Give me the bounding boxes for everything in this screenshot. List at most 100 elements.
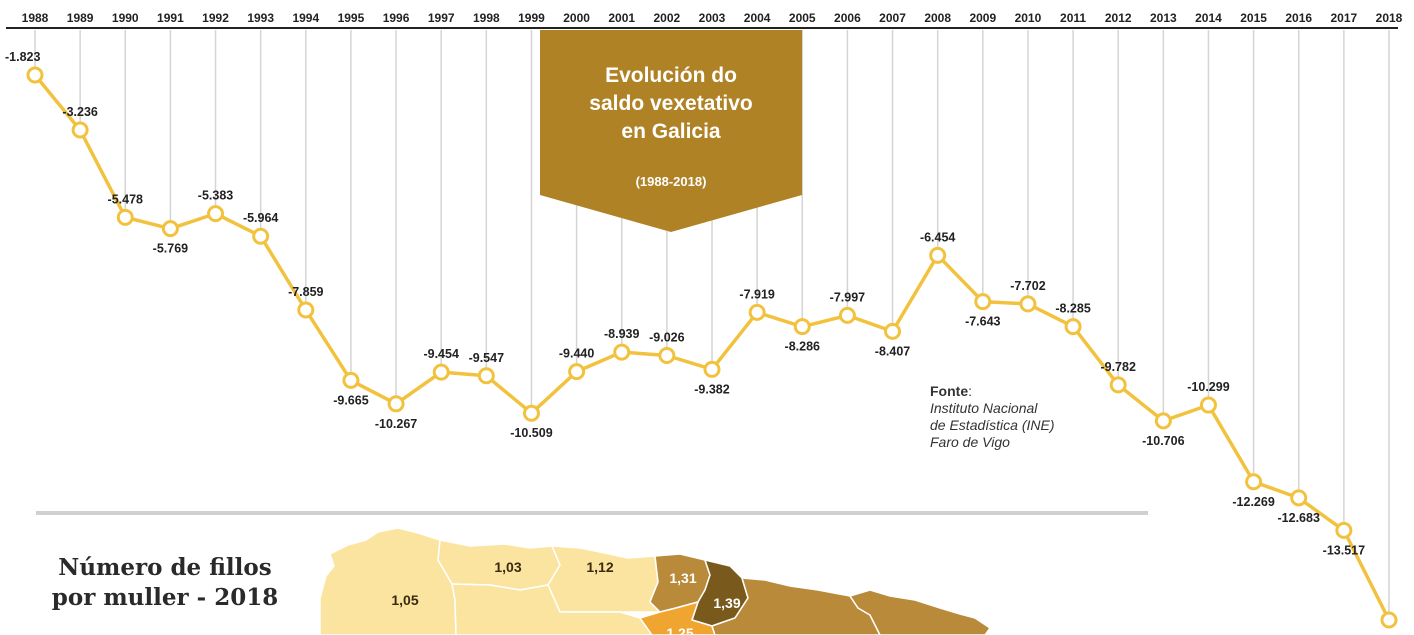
data-point-1998 <box>477 367 495 385</box>
year-label-1996: 1996 <box>383 11 410 25</box>
data-point-1994 <box>297 301 315 319</box>
data-point-2007 <box>884 322 902 340</box>
year-label-1994: 1994 <box>292 11 319 25</box>
data-labels: -1.823 -3.236 -5.478 -5.769 -5.383 -5.964 -7.8… <box>5 50 1391 635</box>
data-label-1999: -10.509 <box>510 426 552 440</box>
data-point-1996 <box>387 395 405 413</box>
map-label-6: 1,25 <box>666 625 693 635</box>
data-label-1993: -5.964 <box>243 211 278 225</box>
data-label-2010: -7.702 <box>1010 279 1045 293</box>
data-label-2012: -9.782 <box>1100 360 1135 374</box>
year-labels: 1988 1989 1990 1991 1992 1993 1994 1995 1996 1997… <box>22 11 1403 25</box>
year-label-2000: 2000 <box>563 11 590 25</box>
data-point-2014 <box>1199 396 1217 414</box>
data-point-2002 <box>658 346 676 364</box>
data-point-2018 <box>1380 611 1398 629</box>
map-label-5: 1,39 <box>713 595 740 611</box>
data-label-2016: -12.683 <box>1278 511 1320 525</box>
year-label-2016: 2016 <box>1285 11 1312 25</box>
data-label-1990: -5.478 <box>108 192 143 206</box>
map-region-7 <box>638 600 716 635</box>
source-line-3: Faro de Vigo <box>930 434 1010 450</box>
year-label-2001: 2001 <box>608 11 635 25</box>
data-point-2003 <box>703 360 721 378</box>
source-line-2: de Estadística (INE) <box>930 417 1055 433</box>
map-region-4 <box>451 583 653 635</box>
data-points <box>26 66 1398 629</box>
map-label-3: 1,12 <box>586 559 613 575</box>
chart-title-line-1: Evolución do <box>605 64 737 87</box>
source-heading: Fonte <box>930 383 969 399</box>
source-line-1: Instituto Nacional <box>930 400 1038 416</box>
data-point-1997 <box>432 363 450 381</box>
data-label-1992: -5.383 <box>198 189 233 203</box>
data-label-1997: -9.454 <box>423 347 458 361</box>
year-label-2010: 2010 <box>1015 11 1042 25</box>
data-label-2006: -7.997 <box>830 290 865 304</box>
year-label-2014: 2014 <box>1195 11 1222 25</box>
year-label-2007: 2007 <box>879 11 906 25</box>
data-point-1990 <box>116 208 134 226</box>
title-banner: Evolución do saldo vexetativo en Galicia… <box>540 30 802 232</box>
chart-title-line-3: en Galicia <box>621 120 721 143</box>
year-label-2015: 2015 <box>1240 11 1267 25</box>
year-label-2008: 2008 <box>924 11 951 25</box>
year-label-1993: 1993 <box>247 11 274 25</box>
data-label-2017: -13.517 <box>1323 543 1365 557</box>
data-point-2017 <box>1335 521 1353 539</box>
year-label-1997: 1997 <box>428 11 455 25</box>
data-point-1991 <box>161 220 179 238</box>
title-banner-shape <box>540 30 802 232</box>
data-point-2000 <box>568 363 586 381</box>
data-point-2011 <box>1064 318 1082 336</box>
year-label-1990: 1990 <box>112 11 139 25</box>
data-label-2013: -10.706 <box>1142 434 1184 448</box>
year-label-1989: 1989 <box>67 11 94 25</box>
data-label-2011: -8.285 <box>1055 302 1090 316</box>
map-title-line-1: Número de fillos <box>58 554 272 581</box>
data-point-2013 <box>1154 412 1172 430</box>
year-label-2011: 2011 <box>1060 11 1086 25</box>
source-note: Fonte: Instituto Nacional de Estadística… <box>930 383 1055 451</box>
year-label-2017: 2017 <box>1331 11 1358 25</box>
data-label-2015: -12.269 <box>1232 495 1274 509</box>
source-colon: : <box>968 383 972 399</box>
chart-title-line-2: saldo vexetativo <box>589 92 752 115</box>
map-label-1: 1,05 <box>391 592 418 608</box>
data-point-2008 <box>929 246 947 264</box>
chart-subtitle: (1988-2018) <box>636 174 707 189</box>
data-point-2009 <box>974 293 992 311</box>
data-point-2006 <box>838 306 856 324</box>
year-label-1999: 1999 <box>518 11 545 25</box>
data-point-1993 <box>252 227 270 245</box>
year-label-2018: 2018 <box>1376 11 1403 25</box>
data-label-1991: -5.769 <box>153 242 188 256</box>
map-label-4: 1,31 <box>669 570 696 586</box>
map-region-1 <box>319 527 457 635</box>
year-label-2003: 2003 <box>699 11 726 25</box>
data-label-2002: -9.026 <box>649 330 684 344</box>
data-label-1996: -10.267 <box>375 417 417 431</box>
data-label-1989: -3.236 <box>62 105 97 119</box>
year-label-1992: 1992 <box>202 11 229 25</box>
map-label-2: 1,03 <box>494 559 521 575</box>
data-label-2008: -6.454 <box>920 230 955 244</box>
data-label-1994: -7.859 <box>288 285 323 299</box>
year-label-2004: 2004 <box>744 11 771 25</box>
year-label-2009: 2009 <box>969 11 996 25</box>
data-point-1989 <box>71 121 89 139</box>
data-label-1995: -9.665 <box>333 393 368 407</box>
map-region-9 <box>848 589 992 635</box>
year-label-1995: 1995 <box>338 11 365 25</box>
data-label-2005: -8.286 <box>785 340 820 354</box>
data-label-2004: -7.919 <box>739 287 774 301</box>
year-label-2005: 2005 <box>789 11 816 25</box>
year-label-2013: 2013 <box>1150 11 1177 25</box>
data-point-1992 <box>207 205 225 223</box>
data-label-2000: -9.440 <box>559 347 594 361</box>
data-point-2012 <box>1109 376 1127 394</box>
year-label-2006: 2006 <box>834 11 861 25</box>
data-point-2016 <box>1290 489 1308 507</box>
data-point-2004 <box>748 303 766 321</box>
